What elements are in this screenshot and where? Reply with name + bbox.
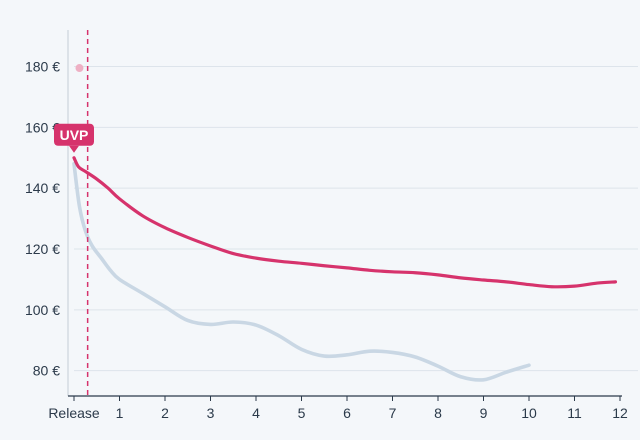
x-axis: Release 1 2 3 4 5 6 7 8 9 10 11 12 [48, 395, 628, 421]
y-tick-label: 140 € [25, 180, 60, 196]
x-tick-label: 4 [252, 405, 260, 421]
series-line-primary [72, 156, 618, 289]
x-tick-label: 3 [207, 405, 215, 421]
y-tick-label: 100 € [25, 302, 60, 318]
uvp-badge: UVP [54, 123, 94, 153]
y-axis: 80 € 100 € 120 € 140 € 160 € 180 € [25, 30, 69, 396]
x-tick-label: 2 [161, 405, 169, 421]
x-tick-label: Release [48, 405, 100, 421]
series-lines [72, 156, 618, 382]
x-tick-label: 11 [567, 405, 582, 421]
y-tick-label: 120 € [25, 241, 60, 257]
uvp-badge-label: UVP [60, 127, 89, 143]
x-tick-label: 5 [298, 405, 306, 421]
x-tick-label: 12 [612, 405, 628, 421]
x-tick-label: 6 [343, 405, 351, 421]
outlier-point [75, 64, 84, 73]
y-tick-label: 160 € [25, 119, 60, 135]
uvp-badge-pointer [69, 145, 79, 153]
uvp-badge-box [54, 123, 94, 146]
y-tick-label: 180 € [25, 59, 60, 75]
x-tick-label: 1 [116, 405, 124, 421]
x-tick-label: 10 [521, 405, 537, 421]
markers: UVP [54, 30, 94, 396]
series-line-secondary [72, 162, 531, 382]
y-tick-label: 80 € [33, 363, 60, 379]
grid [74, 66, 638, 372]
x-tick-label: 9 [480, 405, 488, 421]
x-tick-label: 7 [389, 405, 397, 421]
x-tick-label: 8 [434, 405, 442, 421]
